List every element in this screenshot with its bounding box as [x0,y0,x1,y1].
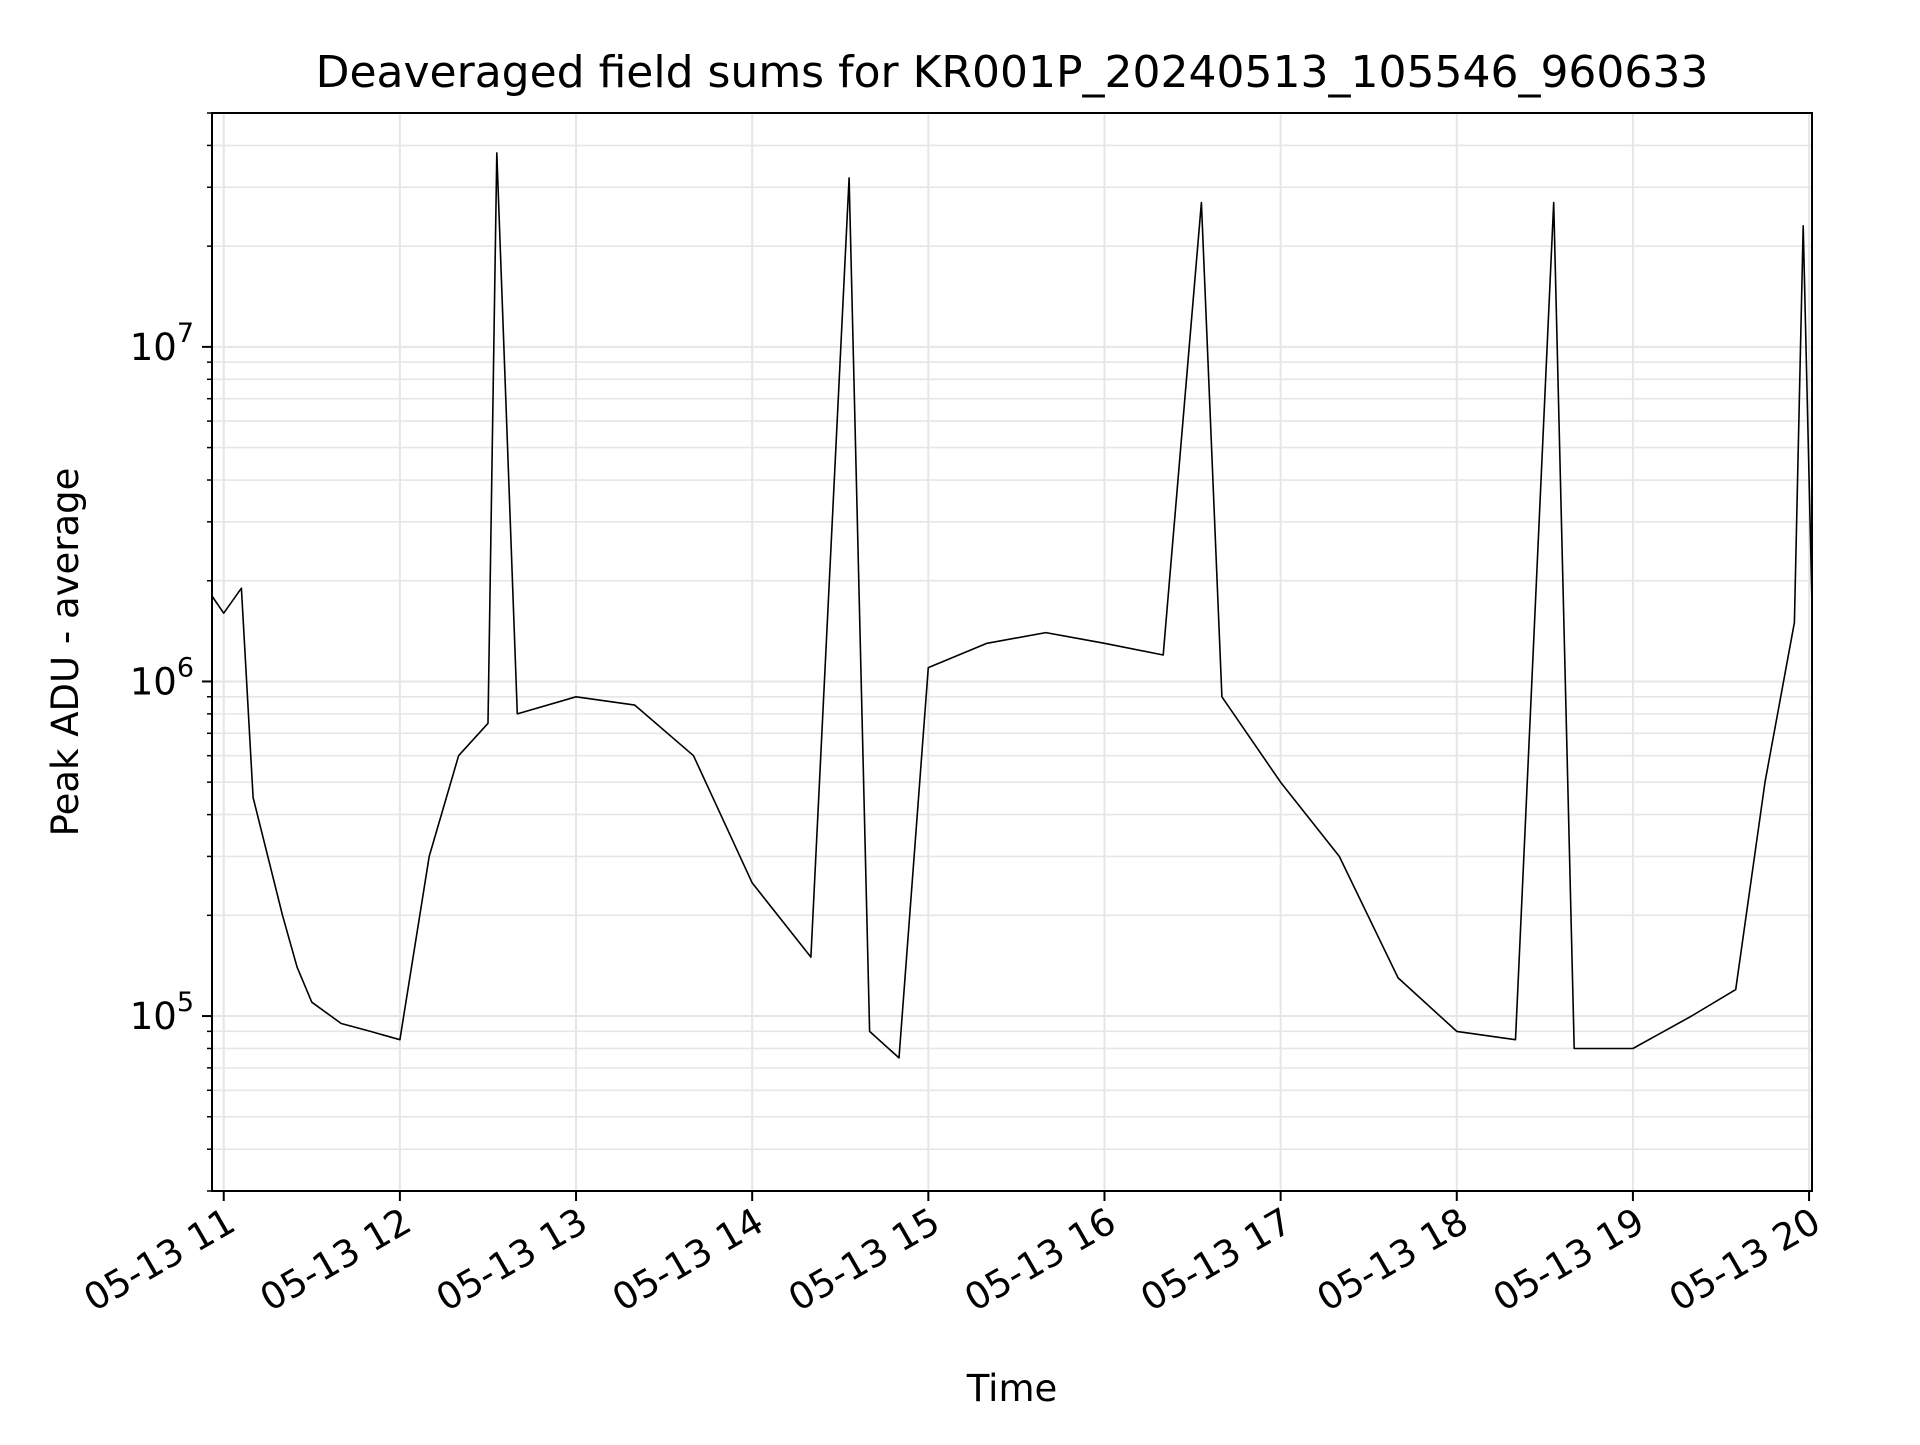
y-tick-label: 105 [130,987,194,1038]
chart-title: Deaveraged field sums for KR001P_2024051… [316,47,1709,98]
plot-frame [211,112,1813,1192]
y-axis-label: Peak ADU - average [44,468,87,837]
y-tick-label: 107 [130,318,194,369]
x-axis-label: Time [966,1367,1058,1410]
series-line [211,152,1813,1059]
y-tick-label: 106 [130,652,194,703]
